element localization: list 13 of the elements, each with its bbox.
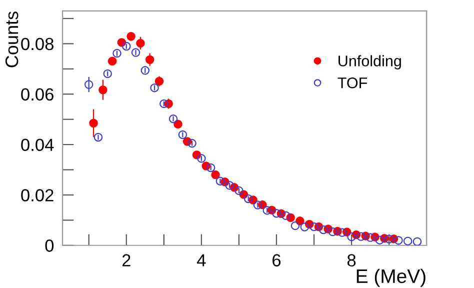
x-tick-label: 8 xyxy=(347,254,356,266)
legend-label: TOF xyxy=(338,77,368,88)
legend-label: Unfolding xyxy=(338,55,401,70)
y-tick-label: 0 xyxy=(45,240,54,252)
x-tick-label: 2 xyxy=(122,254,130,266)
y-tick-label: 0.02 xyxy=(21,189,54,202)
x-tick-label: 6 xyxy=(272,254,281,266)
y-tick-label: 0.08 xyxy=(21,38,54,50)
x-axis-title: E (MeV) xyxy=(356,268,426,287)
y-tick-label: 0.06 xyxy=(21,88,54,101)
x-tick-label: 4 xyxy=(196,254,206,266)
y-tick-label: 0.04 xyxy=(21,138,54,152)
y-axis-title: Counts xyxy=(5,12,18,68)
